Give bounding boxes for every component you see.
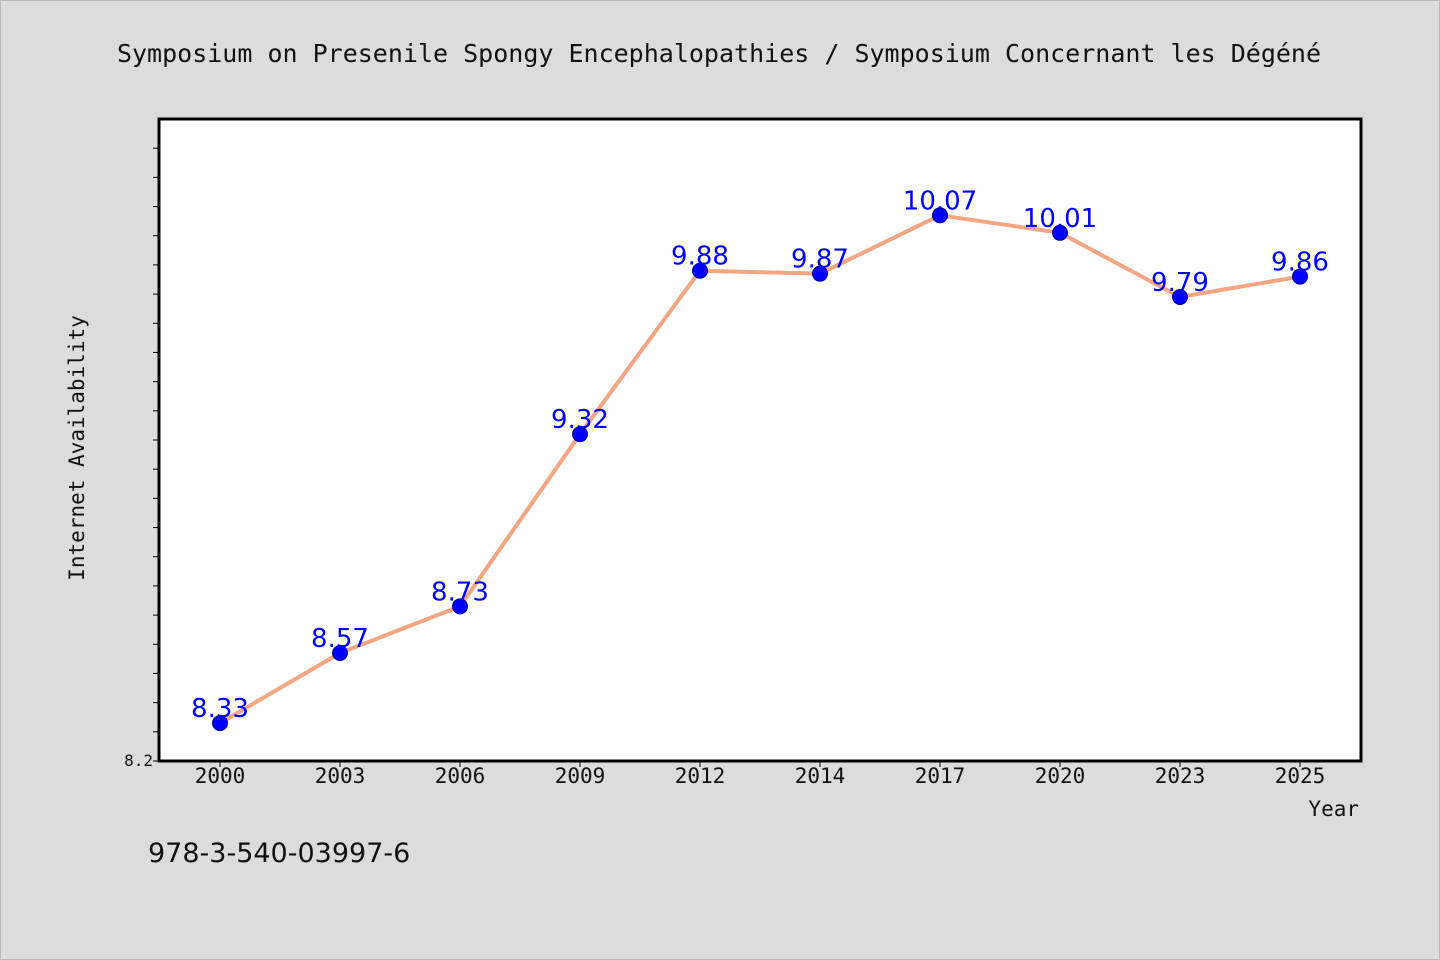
data-point-marker — [212, 715, 228, 732]
y-axis-ticks — [153, 147, 159, 762]
x-axis-label: Year — [1308, 797, 1359, 821]
data-label: 9.87 — [791, 245, 849, 275]
data-label: 10.07 — [903, 186, 977, 216]
data-label: 8.73 — [431, 577, 489, 607]
x-tick-label: 2025 — [1275, 764, 1326, 788]
isbn-footnote: 978-3-540-03997-6 — [148, 838, 410, 869]
x-tick-label: 2003 — [315, 764, 366, 788]
data-label: 9.88 — [671, 242, 729, 272]
data-label: 9.86 — [1271, 248, 1329, 278]
chart-title: Symposium on Presenile Spongy Encephalop… — [117, 39, 1321, 68]
y-axis-label: Internet Availability — [65, 315, 89, 581]
data-point-marker — [1052, 224, 1068, 241]
data-point-marker — [812, 265, 828, 282]
series-markers — [212, 207, 1308, 732]
x-axis-ticks — [219, 761, 1301, 767]
data-point-marker — [1172, 289, 1188, 306]
data-point-marker — [452, 598, 468, 615]
data-labels: 8.33 8.57 8.73 9.32 9.88 9.87 10.07 10.01 9.79 9.… — [191, 186, 1329, 724]
x-tick-label: 2017 — [915, 764, 966, 788]
data-label: 9.32 — [551, 405, 609, 435]
data-label: 8.57 — [311, 624, 369, 654]
data-label: 8.33 — [191, 694, 249, 724]
data-point-marker — [332, 645, 348, 662]
data-point-marker — [692, 262, 708, 279]
x-tick-label: 2023 — [1155, 764, 1206, 788]
x-axis-tick-labels: 2000 2003 2006 2009 2012 2014 2017 2020 2023 2025 — [195, 764, 1326, 788]
data-point-marker — [932, 207, 948, 224]
series-line — [218, 213, 1302, 726]
x-tick-label: 2014 — [795, 764, 846, 788]
data-label: 10.01 — [1023, 204, 1097, 234]
data-point-marker — [572, 426, 588, 443]
x-tick-label: 2000 — [195, 764, 246, 788]
data-label: 9.79 — [1151, 268, 1209, 298]
x-tick-label: 2012 — [675, 764, 726, 788]
x-tick-label: 2006 — [435, 764, 486, 788]
x-tick-label: 2009 — [555, 764, 606, 788]
plot-area — [157, 117, 1363, 763]
y-tick-label: 8.2 — [124, 751, 153, 770]
x-tick-label: 2020 — [1035, 764, 1086, 788]
data-point-marker — [1292, 268, 1308, 285]
